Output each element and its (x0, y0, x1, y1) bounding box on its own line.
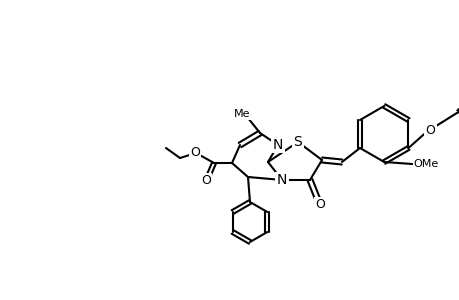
Text: O: O (425, 124, 435, 136)
Text: O: O (201, 175, 211, 188)
Text: Me: Me (233, 109, 250, 119)
Text: O: O (314, 199, 324, 212)
Text: OMe: OMe (413, 159, 438, 169)
Text: N: N (276, 173, 286, 187)
Text: O: O (190, 146, 200, 158)
Text: S: S (293, 135, 302, 149)
Text: N: N (272, 138, 283, 152)
